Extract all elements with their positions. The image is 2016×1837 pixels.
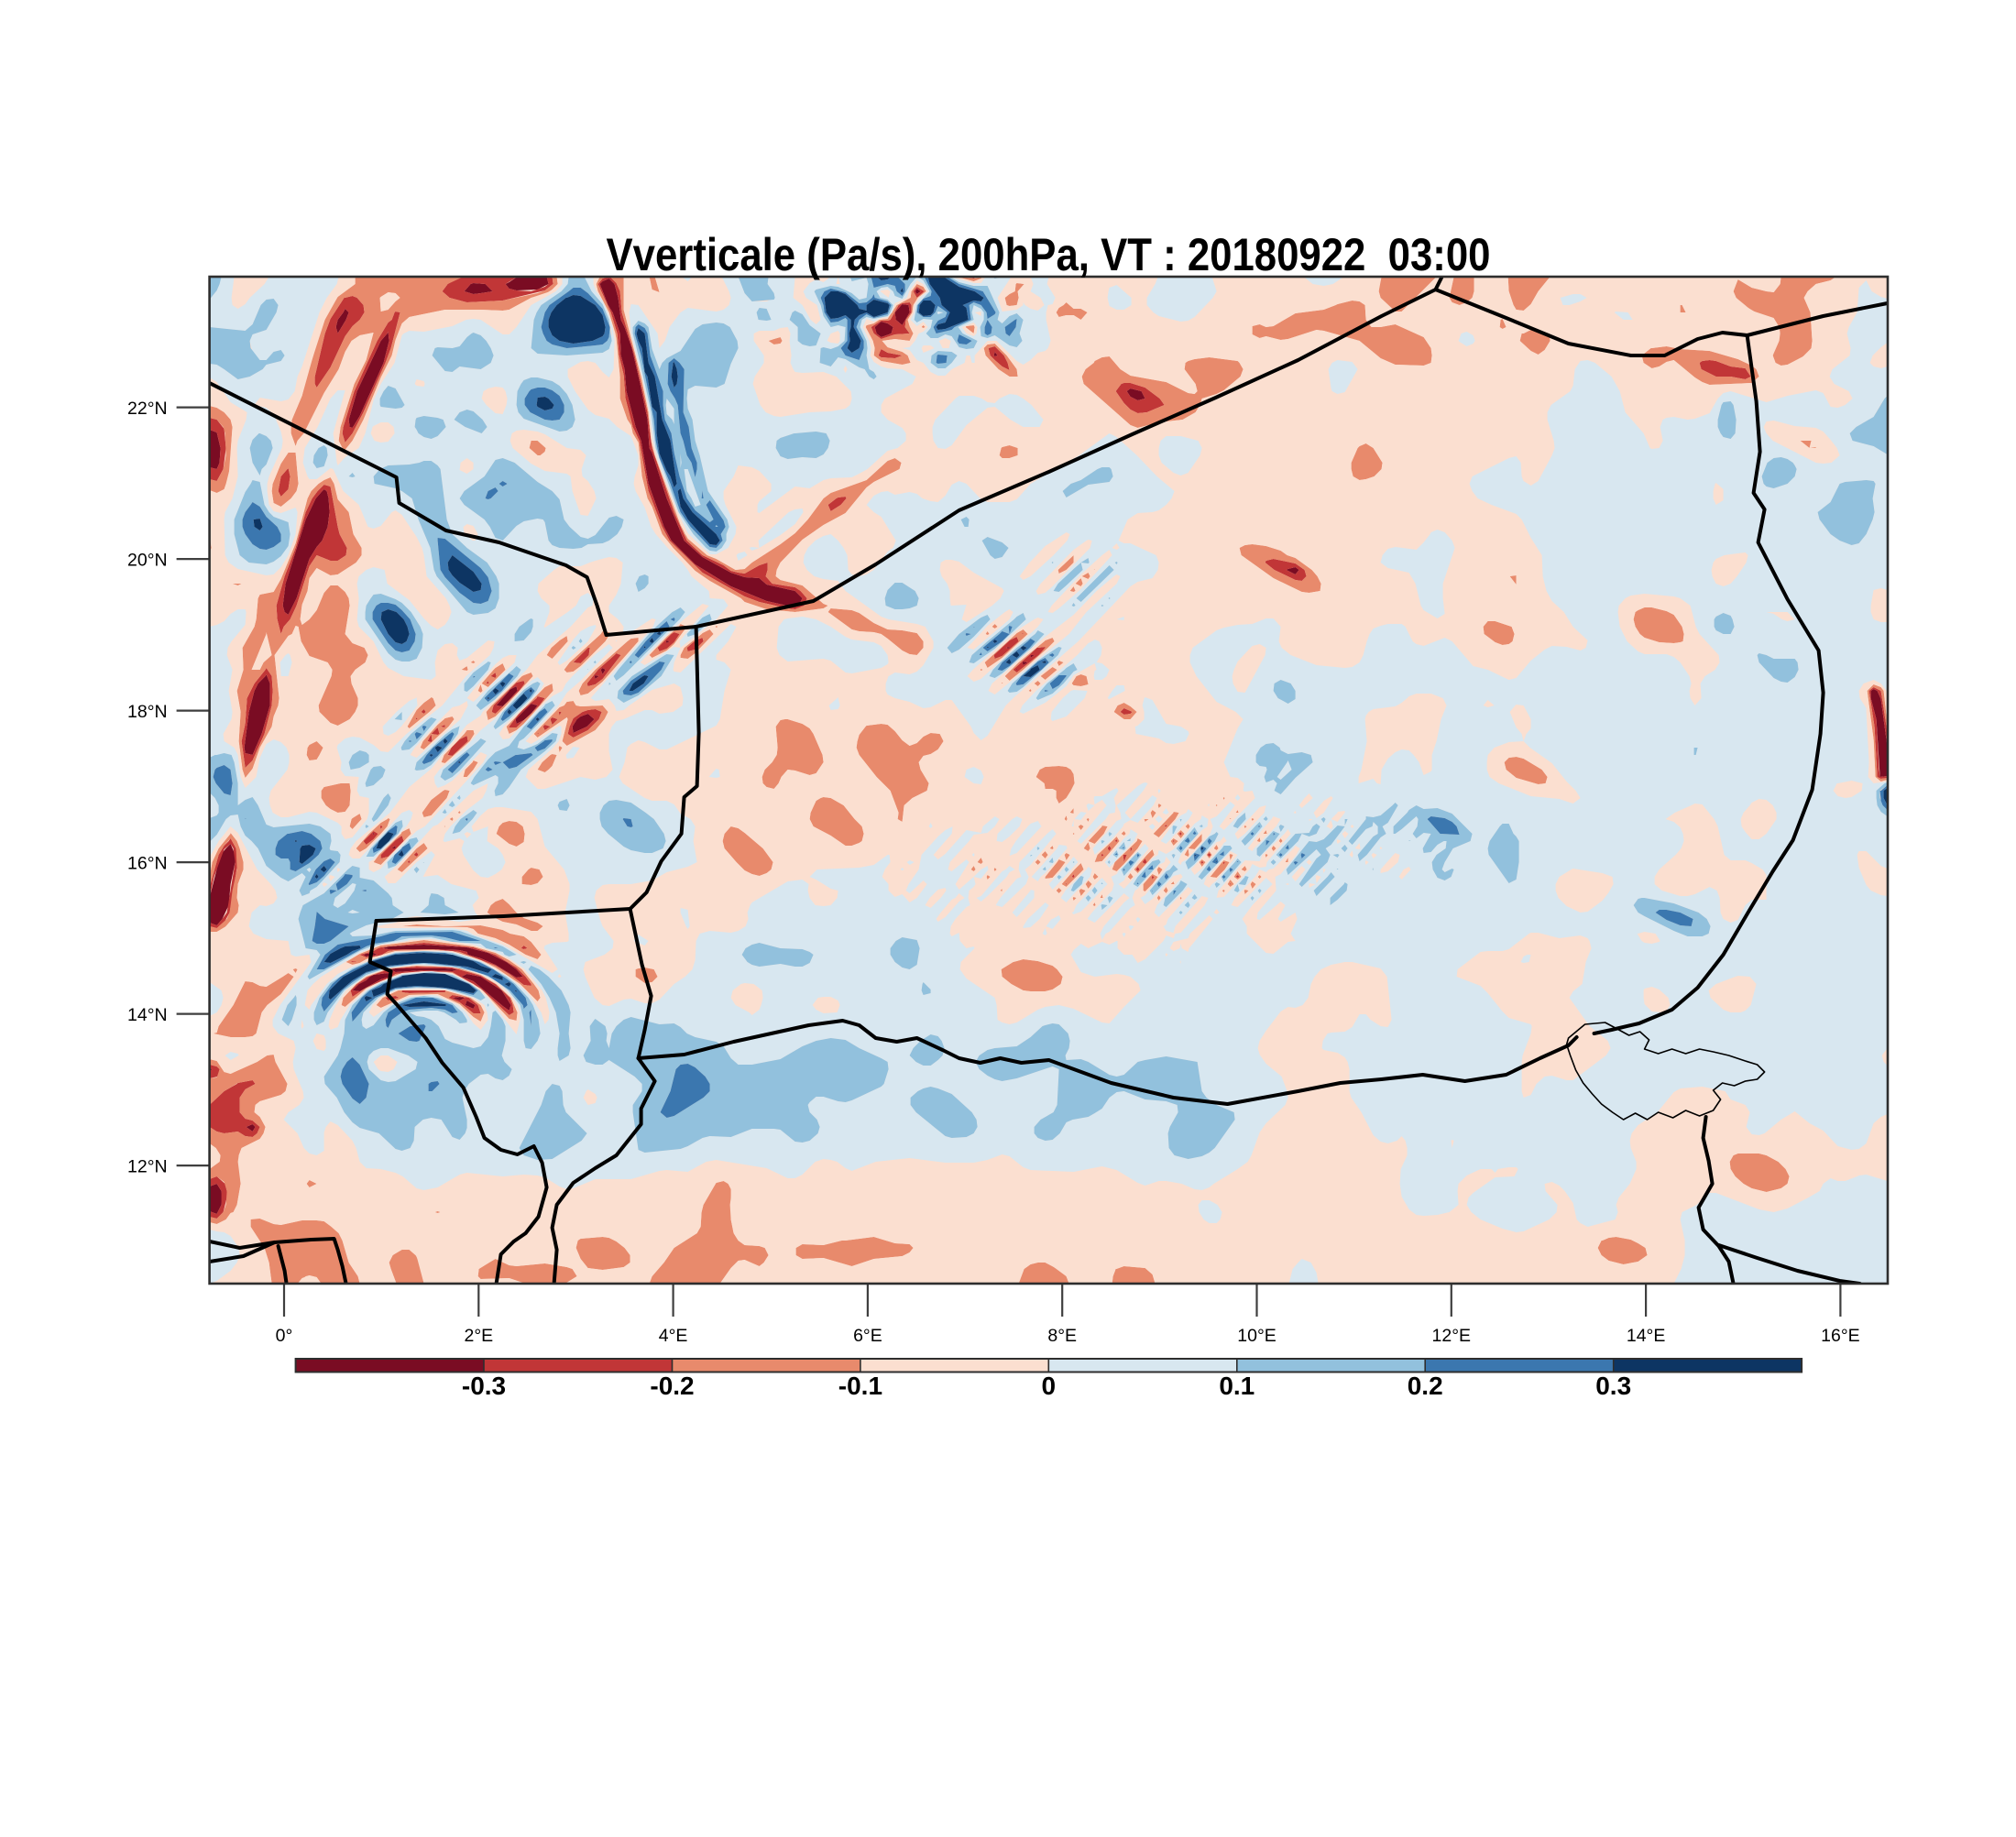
- svg-text:Vverticale (Pa/s), 200hPa, VT: Vverticale (Pa/s), 200hPa, VT : 20180922…: [607, 229, 1491, 280]
- svg-text:12°N: 12°N: [127, 1157, 168, 1177]
- svg-text:18°N: 18°N: [127, 702, 168, 722]
- svg-text:10°E: 10°E: [1237, 1326, 1276, 1346]
- svg-text:14°N: 14°N: [127, 1005, 168, 1025]
- svg-text:16°E: 16°E: [1821, 1326, 1860, 1346]
- svg-text:22°N: 22°N: [127, 399, 168, 419]
- svg-text:20°N: 20°N: [127, 551, 168, 571]
- svg-text:16°N: 16°N: [127, 854, 168, 874]
- svg-text:-0.2: -0.2: [650, 1372, 694, 1400]
- svg-text:0°: 0°: [276, 1326, 293, 1346]
- svg-text:4°E: 4°E: [659, 1326, 688, 1346]
- svg-text:0.1: 0.1: [1219, 1372, 1255, 1400]
- svg-text:-0.1: -0.1: [838, 1372, 882, 1400]
- svg-text:12°E: 12°E: [1432, 1326, 1472, 1346]
- svg-text:6°E: 6°E: [853, 1326, 882, 1346]
- svg-text:14°E: 14°E: [1627, 1326, 1666, 1346]
- svg-text:2°E: 2°E: [464, 1326, 493, 1346]
- svg-text:-0.3: -0.3: [462, 1372, 506, 1400]
- svg-text:8°E: 8°E: [1047, 1326, 1077, 1346]
- svg-text:0: 0: [1042, 1372, 1057, 1400]
- svg-text:0.2: 0.2: [1408, 1372, 1443, 1400]
- svg-text:0.3: 0.3: [1595, 1372, 1631, 1400]
